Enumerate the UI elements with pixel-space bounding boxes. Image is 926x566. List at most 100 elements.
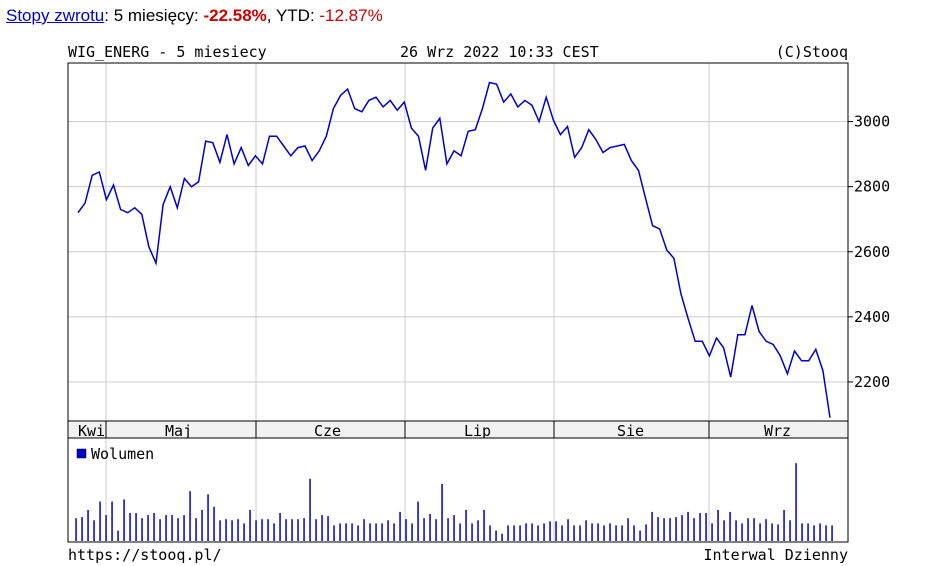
period-label: 5 miesięcy: bbox=[113, 6, 204, 25]
volume-bar bbox=[135, 513, 137, 541]
volume-bar bbox=[783, 509, 785, 541]
volume-bar bbox=[489, 525, 491, 541]
volume-bar bbox=[405, 519, 407, 541]
volume-bar bbox=[777, 524, 779, 541]
volume-bar bbox=[249, 509, 251, 541]
header-separator-2: , bbox=[266, 6, 276, 25]
returns-link[interactable]: Stopy zwrotu bbox=[6, 6, 105, 25]
volume-bar bbox=[219, 520, 221, 542]
volume-bar bbox=[459, 523, 461, 541]
volume-bar bbox=[669, 518, 671, 541]
volume-bar bbox=[363, 519, 365, 541]
y-tick-label: 2600 bbox=[854, 243, 890, 261]
volume-bar bbox=[81, 517, 83, 541]
volume-bar bbox=[75, 518, 77, 541]
volume-bar bbox=[621, 525, 623, 541]
volume-bar bbox=[165, 515, 167, 541]
volume-bar bbox=[399, 511, 401, 541]
volume-bar bbox=[189, 491, 191, 541]
volume-bar bbox=[705, 513, 707, 541]
month-tick-label: Lip bbox=[464, 422, 491, 440]
volume-bar bbox=[111, 501, 113, 541]
volume-bar bbox=[345, 523, 347, 541]
volume-bar bbox=[417, 501, 419, 541]
month-axis-band bbox=[68, 421, 848, 438]
volume-bar bbox=[735, 520, 737, 542]
volume-bar bbox=[303, 518, 305, 541]
volume-bar bbox=[435, 519, 437, 541]
price-y-axis: 2200 2400 2600 2800 3000 bbox=[848, 113, 890, 391]
volume-bar bbox=[519, 525, 521, 541]
volume-bar bbox=[699, 513, 701, 541]
volume-bar bbox=[825, 525, 827, 541]
volume-bar bbox=[237, 519, 239, 541]
volume-bar bbox=[291, 519, 293, 541]
returns-header: Stopy zwrotu: 5 miesięcy: -22.58%, YTD: … bbox=[6, 6, 383, 26]
volume-bar bbox=[225, 519, 227, 541]
volume-legend-label: Wolumen bbox=[91, 445, 154, 463]
volume-bar bbox=[339, 523, 341, 541]
volume-bar bbox=[273, 523, 275, 541]
volume-bar bbox=[243, 523, 245, 541]
chart-interval: Interwal Dzienny bbox=[704, 546, 849, 564]
volume-bar bbox=[255, 520, 257, 542]
volume-bar bbox=[729, 511, 731, 541]
volume-bar bbox=[357, 525, 359, 541]
ytd-label: YTD: bbox=[275, 6, 320, 25]
volume-bar bbox=[171, 515, 173, 541]
volume-bar bbox=[441, 483, 443, 541]
volume-bar bbox=[93, 520, 95, 542]
volume-bars bbox=[75, 463, 833, 542]
volume-bar bbox=[381, 523, 383, 541]
volume-bar bbox=[609, 523, 611, 541]
volume-bar bbox=[531, 523, 533, 541]
volume-bar bbox=[711, 523, 713, 541]
volume-bar bbox=[201, 509, 203, 541]
chart-source-url: https://stooq.pl/ bbox=[68, 546, 222, 564]
month-tick-label: Wrz bbox=[764, 422, 791, 440]
volume-bar bbox=[375, 523, 377, 541]
month-axis: Kwi Maj Cze Lip Sie Wrz bbox=[78, 421, 791, 440]
volume-legend-swatch bbox=[76, 448, 87, 459]
volume-bar bbox=[369, 523, 371, 541]
volume-panel bbox=[68, 438, 848, 542]
volume-bar bbox=[723, 520, 725, 542]
volume-bar bbox=[663, 518, 665, 541]
volume-bar bbox=[477, 520, 479, 542]
period-return-value: -22.58% bbox=[203, 6, 267, 25]
volume-bar bbox=[423, 518, 425, 541]
volume-bar bbox=[147, 515, 149, 541]
volume-bar bbox=[555, 521, 557, 541]
volume-bar bbox=[693, 518, 695, 541]
volume-bar bbox=[285, 519, 287, 541]
volume-bar bbox=[507, 525, 509, 541]
chart-frame bbox=[67, 62, 849, 543]
volume-bar bbox=[261, 519, 263, 541]
volume-bar bbox=[525, 523, 527, 541]
volume-bar bbox=[759, 523, 761, 541]
volume-bar bbox=[297, 519, 299, 541]
volume-bar bbox=[333, 525, 335, 541]
volume-bar bbox=[657, 517, 659, 541]
volume-bar bbox=[327, 516, 329, 541]
volume-bar bbox=[141, 518, 143, 541]
volume-bar bbox=[267, 519, 269, 541]
volume-bar bbox=[639, 530, 641, 541]
volume-bar bbox=[813, 525, 815, 541]
volume-bar bbox=[675, 517, 677, 541]
volume-bar bbox=[687, 511, 689, 541]
volume-bar bbox=[567, 519, 569, 541]
volume-bar bbox=[447, 518, 449, 541]
volume-bar bbox=[717, 509, 719, 541]
volume-bar bbox=[603, 525, 605, 541]
month-tick-label: Kwi bbox=[78, 422, 105, 440]
volume-bar bbox=[585, 520, 587, 542]
volume-bar bbox=[807, 523, 809, 541]
volume-bar bbox=[393, 523, 395, 541]
price-panel bbox=[68, 63, 848, 421]
volume-bar bbox=[549, 521, 551, 541]
volume-bar bbox=[153, 513, 155, 541]
volume-bar bbox=[429, 514, 431, 541]
volume-bar bbox=[747, 518, 749, 541]
